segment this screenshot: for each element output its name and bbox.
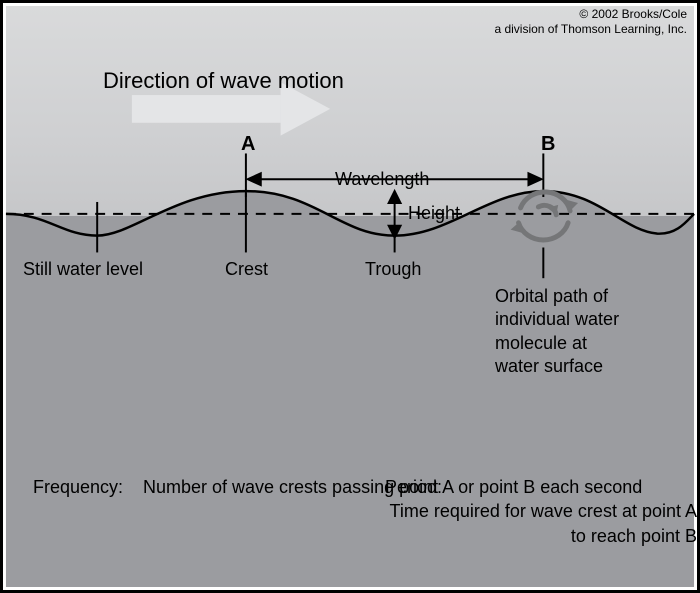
copyright-credit: © 2002 Brooks/Cole a division of Thomson…	[494, 7, 687, 37]
period-definition: Period:Time required for wave crest at p…	[385, 475, 697, 548]
height-label: Height	[408, 203, 460, 224]
point-b-label: B	[541, 133, 555, 156]
point-a-label: A	[241, 133, 255, 156]
credit-line-1: © 2002 Brooks/Cole	[494, 7, 687, 22]
diagram-frame: © 2002 Brooks/Cole a division of Thomson…	[0, 0, 700, 593]
frequency-term: Frequency:	[33, 475, 143, 499]
orbital-path-label: Orbital path of individual water molecul…	[495, 285, 619, 379]
still-water-label: Still water level	[23, 259, 143, 280]
wavelength-label: Wavelength	[335, 169, 429, 190]
period-term: Period:	[385, 475, 457, 499]
direction-label: Direction of wave motion	[103, 68, 344, 94]
credit-line-2: a division of Thomson Learning, Inc.	[494, 22, 687, 37]
trough-label: Trough	[365, 259, 421, 280]
period-text: Time required for wave crest at point A …	[385, 499, 697, 548]
crest-label: Crest	[225, 259, 268, 280]
